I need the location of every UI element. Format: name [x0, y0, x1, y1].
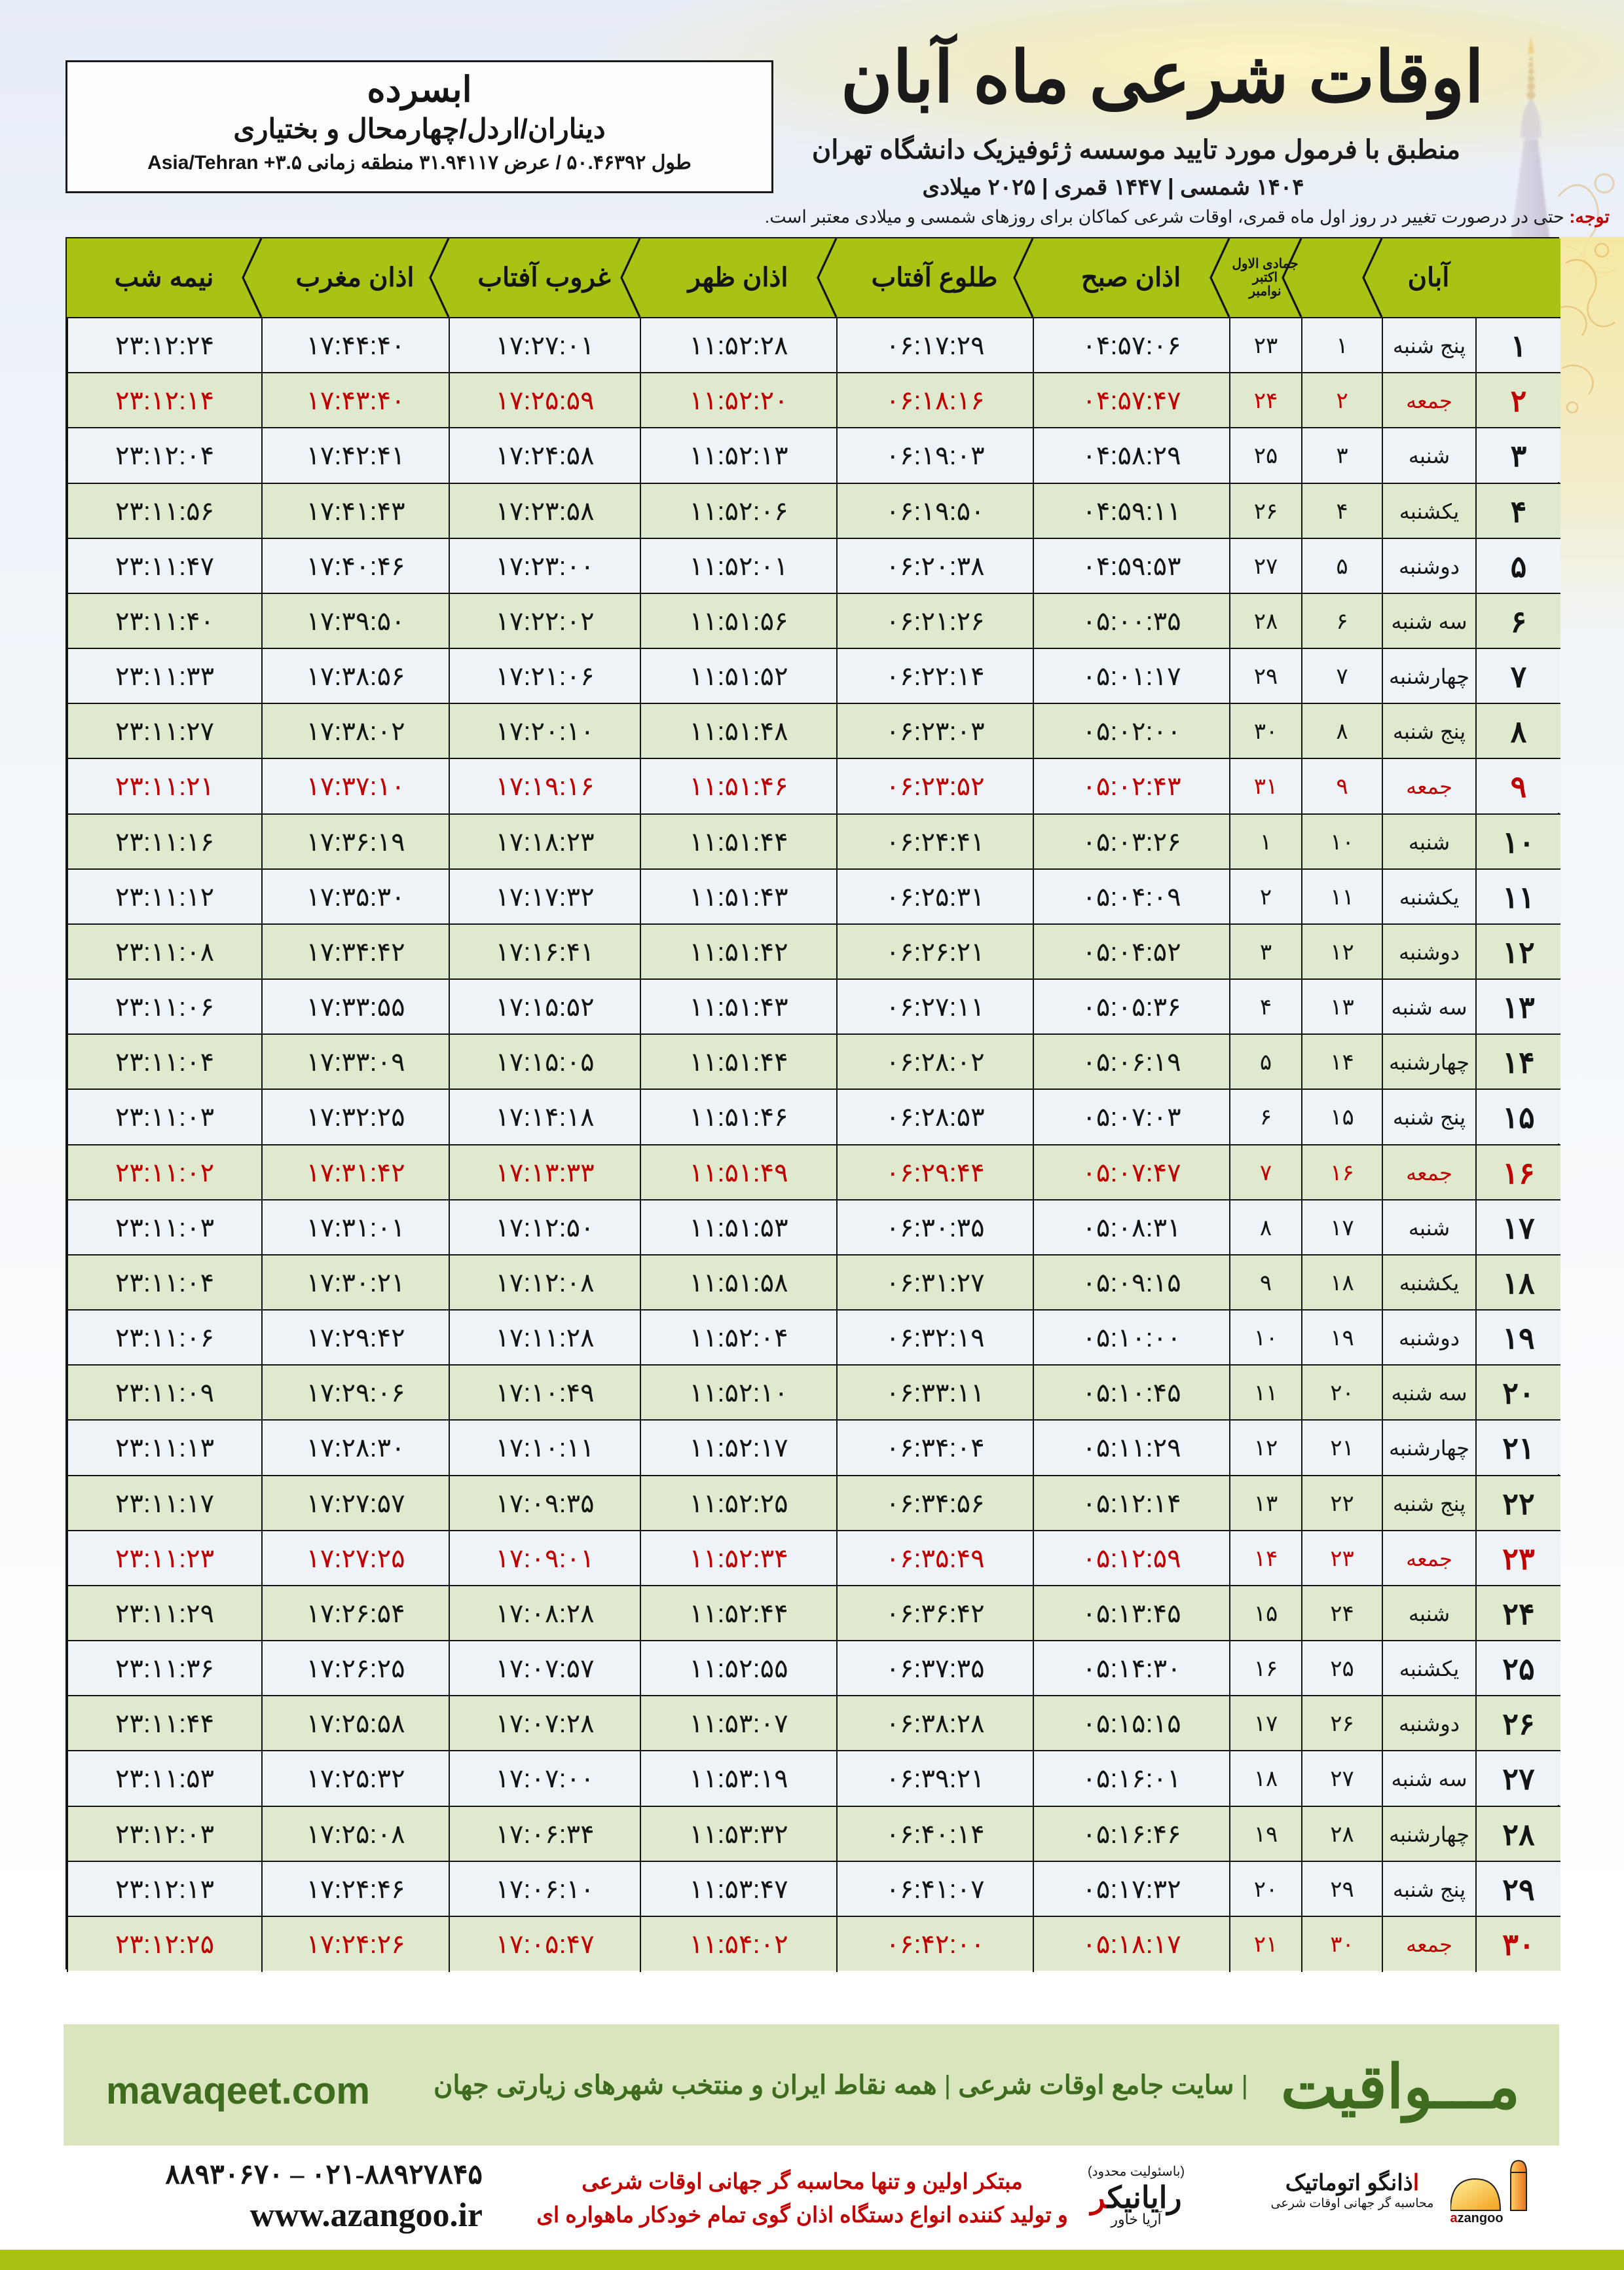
svg-text:azangoo: azangoo	[1450, 2211, 1504, 2225]
